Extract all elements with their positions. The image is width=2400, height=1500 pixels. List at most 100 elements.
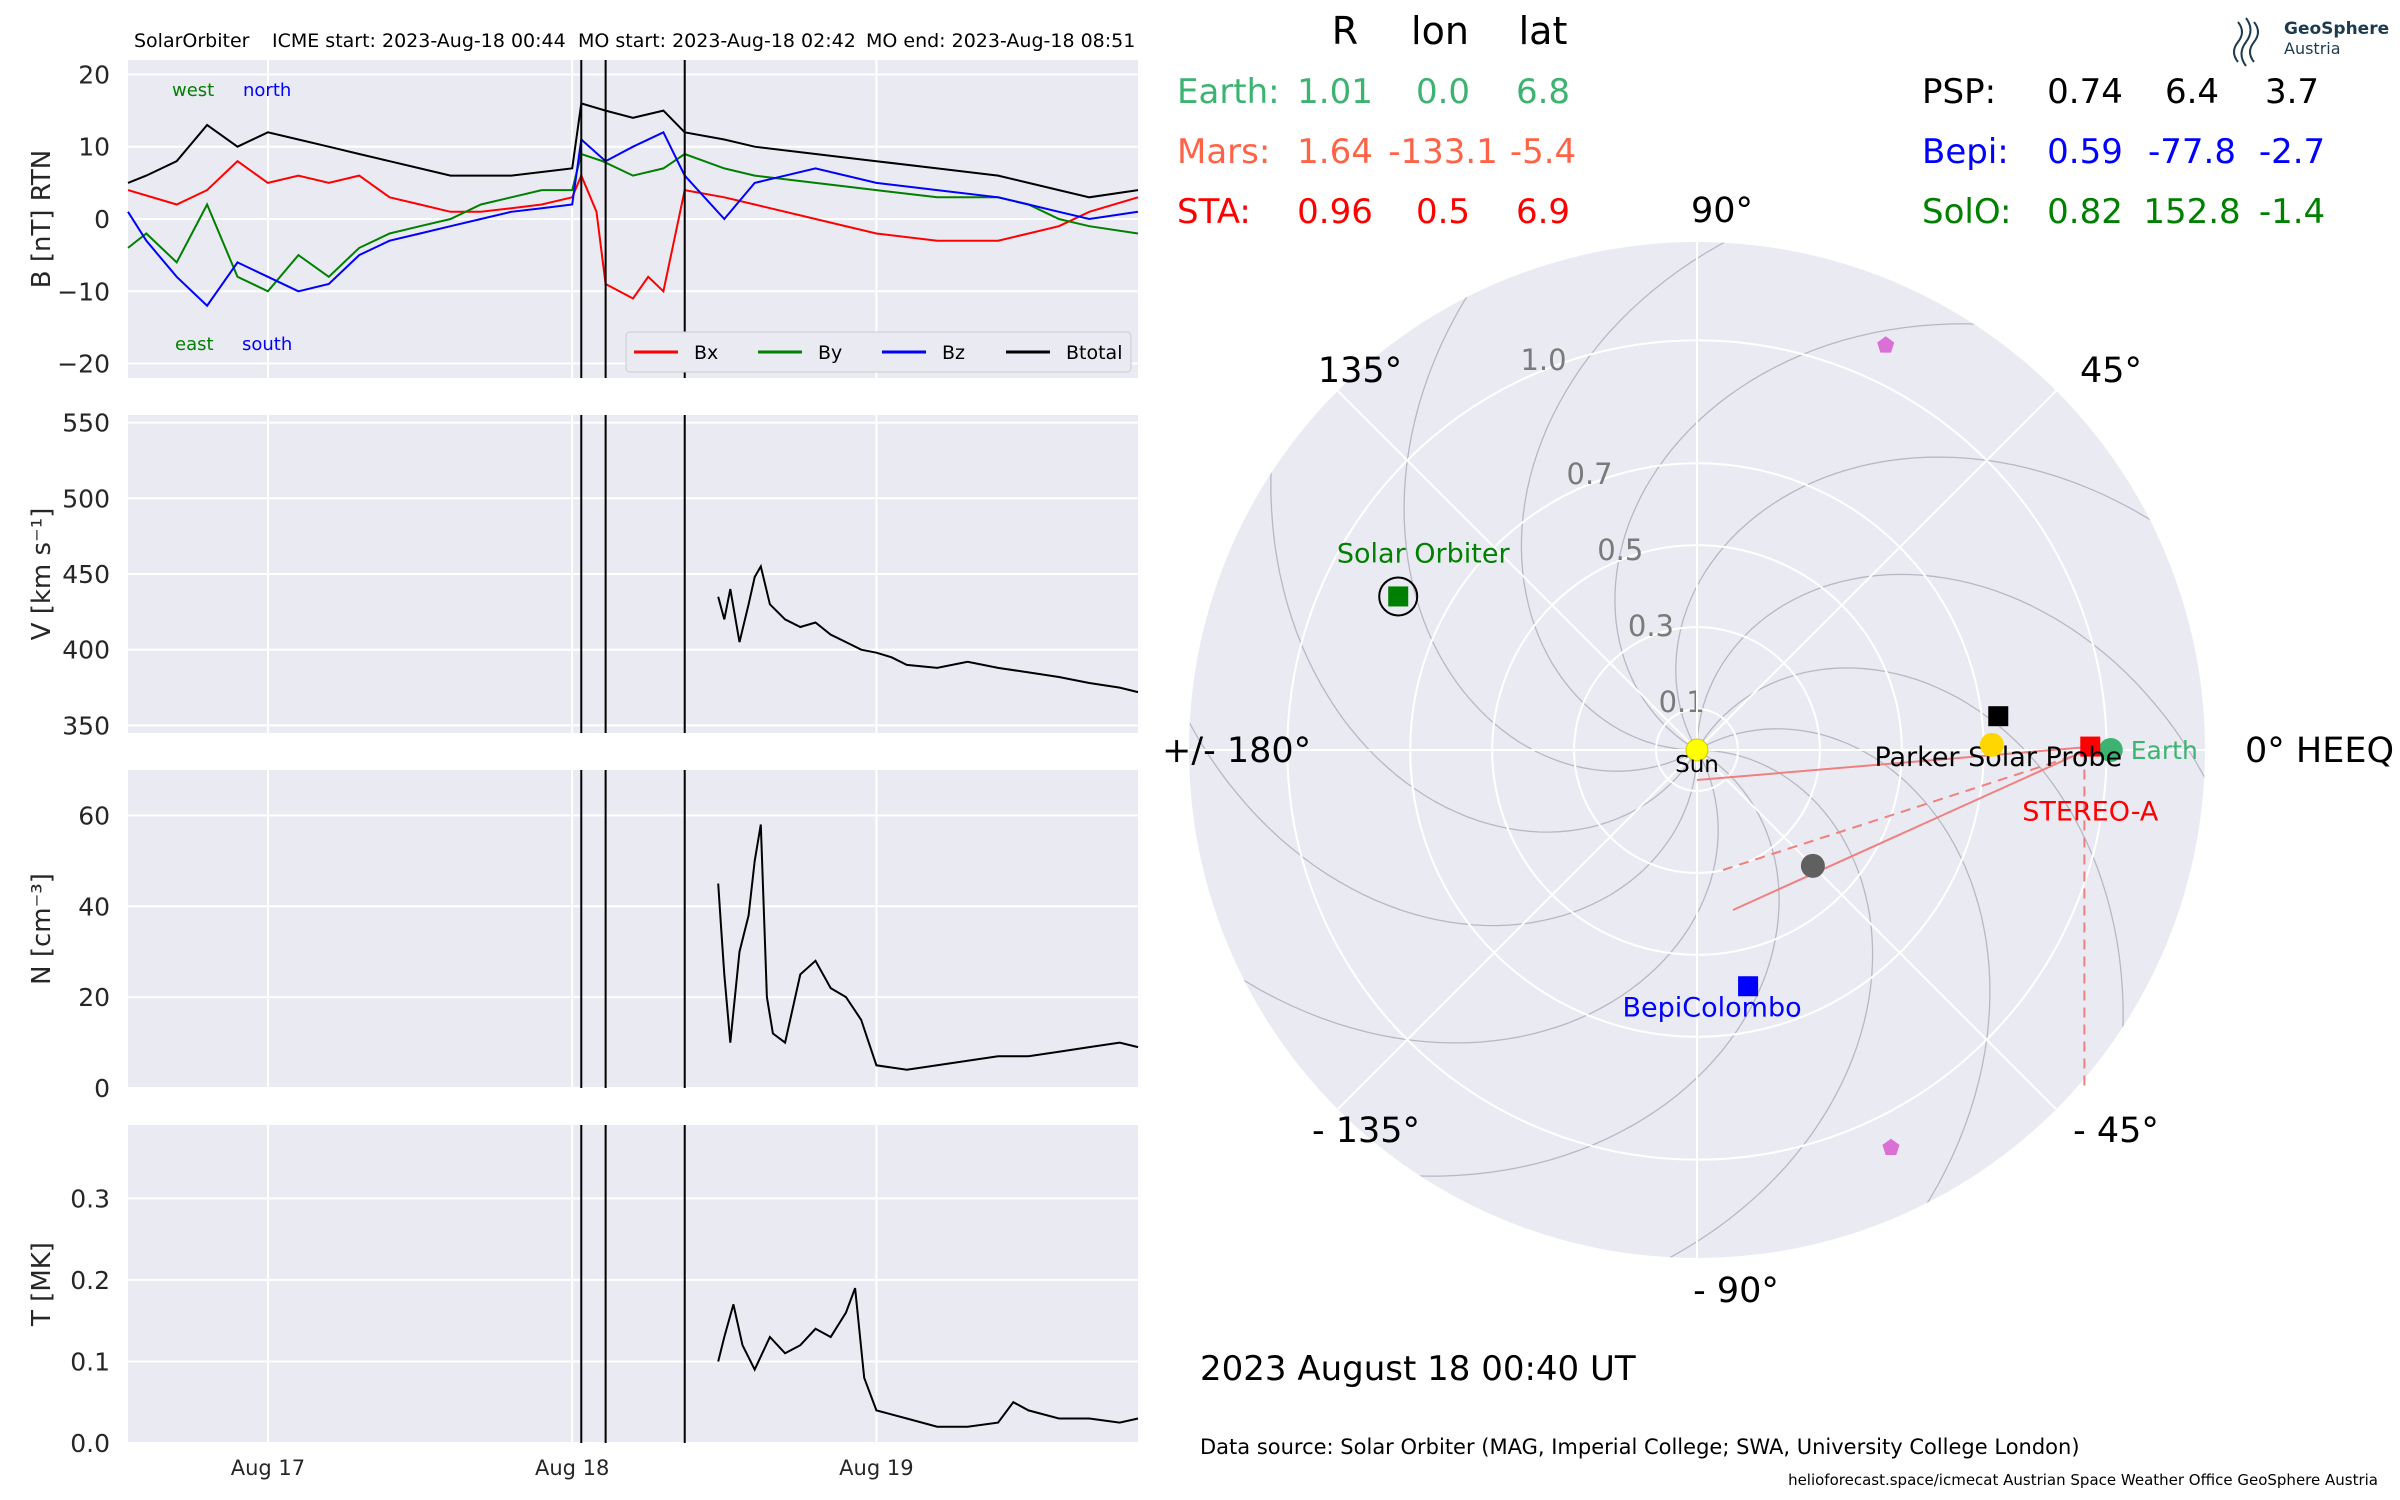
y-tick-label: 0.1 <box>70 1347 110 1376</box>
row-lat: 6.8 <box>1516 72 1570 112</box>
series-N <box>717 824 1139 1071</box>
marker <box>1388 586 1409 607</box>
table-col-header: lon <box>1411 9 1469 53</box>
legend-label-Bx: Bx <box>694 342 718 364</box>
marker <box>1877 336 1895 353</box>
x-tick-label: Aug 17 <box>231 1456 305 1480</box>
y-tick-label: 0.2 <box>70 1266 110 1295</box>
y-tick-label: 40 <box>78 892 110 921</box>
row-name: Mars: <box>1177 132 1270 172</box>
y-axis-label: T [MK] <box>27 1242 57 1327</box>
panel-2: 0 20 40 60 N [cm⁻³] <box>27 770 1139 1103</box>
y-tick-label: 450 <box>62 560 110 589</box>
annotation-north: north <box>243 80 291 101</box>
series-Bz <box>127 130 1139 308</box>
body-solar-orbiter: Solar Orbiter <box>1337 538 1511 617</box>
radial-tick-label: 0.7 <box>1567 457 1613 491</box>
row-name: Earth: <box>1177 72 1280 112</box>
body-label: BepiColombo <box>1623 992 1802 1023</box>
body-body-b <box>1882 1138 1900 1155</box>
row-r: 0.74 <box>2047 72 2123 112</box>
field-line <box>1270 425 1698 833</box>
y-tick-label: 400 <box>62 636 110 665</box>
legend-label-Bz: Bz <box>942 342 965 364</box>
row-lon: 0.0 <box>1416 72 1470 112</box>
y-tick-label: 20 <box>78 60 110 89</box>
row-name: Bepi: <box>1922 132 2009 172</box>
angle-label: +/- 180° <box>1162 731 1311 771</box>
row-r: 0.96 <box>1297 192 1373 232</box>
series-Btotal <box>127 102 1139 199</box>
marker <box>1685 738 1709 762</box>
field-lines <box>1189 242 2205 1258</box>
logo-line1: GeoSphere <box>2284 19 2389 39</box>
series-V <box>717 563 1139 694</box>
y-axis-label: V [km s⁻¹] <box>27 508 57 641</box>
y-tick-label: 350 <box>62 711 110 740</box>
legend-box <box>625 331 1132 373</box>
legend-label-Btotal: Btotal <box>1066 342 1122 364</box>
marker <box>2098 738 2123 762</box>
x-tick-label: Aug 18 <box>535 1456 609 1480</box>
cme-lines <box>1696 745 2095 1090</box>
angle-label: - 90° <box>1693 1271 1779 1311</box>
wave-icon <box>2233 17 2259 67</box>
row-name: SolO: <box>1922 192 2011 232</box>
geosphere-logo: GeoSphere Austria <box>2233 17 2389 67</box>
marker <box>2080 736 2101 757</box>
y-tick-label: 500 <box>62 484 110 513</box>
radial-tick-label: 0.5 <box>1597 533 1643 567</box>
field-line <box>1696 728 1991 1243</box>
angular-grid-line <box>1696 749 2057 1110</box>
mo-end-label: MO end: 2023-Aug-18 08:51 <box>866 30 1135 52</box>
field-line <box>1520 242 1767 751</box>
series-Bx <box>127 159 1139 300</box>
panel-background <box>128 770 1138 1088</box>
row-r: 0.82 <box>2047 192 2123 232</box>
body-label: Earth <box>2131 736 2198 765</box>
marker <box>1882 1138 1900 1155</box>
date-label: 2023 August 18 00:40 UT <box>1200 1349 1636 1389</box>
data-source: Data source: Solar Orbiter (MAG, Imperia… <box>1200 1435 2080 1459</box>
row-lat: -2.7 <box>2259 132 2325 172</box>
angle-label: 135° <box>1318 351 1402 391</box>
radial-tick-label: 0.3 <box>1628 609 1674 643</box>
logo-line2: Austria <box>2284 39 2341 58</box>
marker <box>1988 706 2009 727</box>
annotation-south: south <box>242 334 292 355</box>
field-line <box>1403 257 1698 772</box>
body-label: STEREO-A <box>2022 797 2159 828</box>
y-tick-label: 0.3 <box>70 1184 110 1213</box>
y-tick-label: 550 <box>62 409 110 438</box>
y-axis-label: B [nT] RTN <box>27 150 57 289</box>
field-line <box>1189 680 1698 927</box>
field-line <box>1204 749 1719 1044</box>
mo-start-label: MO start: 2023-Aug-18 02:42 <box>578 30 856 52</box>
radial-tick-label: 1.0 <box>1520 343 1566 377</box>
cme-line-dashed <box>1722 751 2085 871</box>
row-lon: -77.8 <box>2148 132 2236 172</box>
body-mercury <box>1800 853 1825 878</box>
body-bepicolombo: BepiColombo <box>1623 976 1802 1023</box>
row-lat: 3.7 <box>2265 72 2319 112</box>
field-line <box>1372 749 1780 1177</box>
time-series-panels: −20 −10 0 10 20 B [nT] RTN west north east south B… <box>27 60 1139 1480</box>
body-label: Solar Orbiter <box>1337 538 1511 569</box>
marker <box>1738 976 1759 997</box>
field-line <box>1675 456 2190 751</box>
y-tick-label: 0 <box>94 1074 110 1103</box>
annotation-west: west <box>172 80 214 101</box>
y-tick-label: 10 <box>78 133 110 162</box>
row-r: 1.01 <box>1297 72 1373 112</box>
field-line <box>1614 323 2022 751</box>
y-tick-label: −20 <box>57 350 110 379</box>
cme-line <box>1696 745 2095 781</box>
row-name: PSP: <box>1922 72 1996 112</box>
angle-label: - 135° <box>1312 1111 1420 1151</box>
credit-line: helioforecast.space/icmecat Austrian Spa… <box>1788 1471 2378 1489</box>
field-line <box>1696 573 2205 820</box>
y-tick-label: 0 <box>94 205 110 234</box>
angle-label: - 45° <box>2073 1111 2159 1151</box>
